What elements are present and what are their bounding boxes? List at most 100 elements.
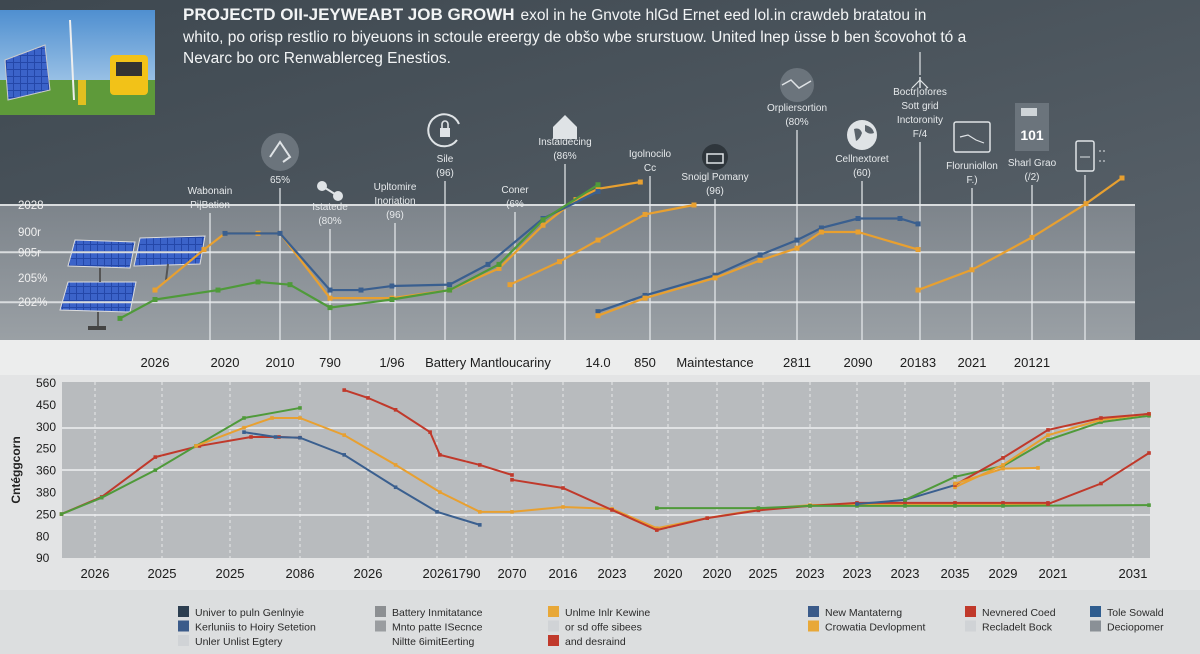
y-tick-label: 360	[36, 464, 56, 478]
data-point	[197, 444, 202, 448]
data-point	[610, 508, 614, 512]
data-point	[510, 478, 514, 482]
callout: 65%	[261, 133, 299, 340]
data-point	[201, 247, 207, 253]
x-tick-label: 2023	[796, 566, 825, 581]
data-point	[287, 282, 293, 288]
y-tick-label: 450	[36, 398, 56, 412]
legend-swatch	[548, 606, 559, 617]
data-point	[438, 453, 442, 457]
smartphone-icon	[1075, 140, 1105, 172]
data-point	[153, 468, 158, 472]
data-point	[273, 435, 278, 439]
x-tick-label: 2026	[81, 566, 110, 581]
x-tick-label: 2021	[958, 355, 987, 370]
network-icon	[261, 133, 299, 171]
legend-swatch	[1090, 606, 1101, 617]
legend-swatch	[375, 620, 386, 632]
callout-label: (/2)	[1025, 172, 1040, 183]
data-point	[242, 430, 246, 434]
y-tick-label: 905r	[18, 247, 41, 259]
x-tick-label: 2070	[498, 566, 527, 581]
legend-item: Recladelt Bock	[965, 620, 1053, 634]
series-line	[61, 406, 301, 515]
data-point	[561, 486, 565, 490]
data-point	[242, 416, 246, 420]
data-point	[712, 272, 718, 278]
data-point	[969, 267, 975, 273]
data-point	[496, 265, 502, 271]
data-point	[1001, 463, 1005, 467]
data-point	[1001, 466, 1005, 471]
top-chart-plot-area	[0, 205, 1135, 340]
callout-label: (96)	[386, 210, 404, 221]
monitor-chart-icon	[953, 121, 991, 153]
x-tick-label: 2020	[211, 355, 240, 370]
data-point	[637, 179, 643, 185]
legend-label: Univer to puln Genlnyie	[195, 607, 304, 619]
data-point	[642, 211, 648, 217]
callout-label: Floruniollon	[946, 161, 998, 172]
callout-label: Pi|Bation	[190, 200, 230, 211]
series-line	[511, 478, 1048, 532]
legend-swatch	[965, 606, 976, 617]
legend-label: Nevnered Coed	[982, 607, 1056, 619]
legend-swatch	[548, 635, 559, 646]
legend-item: Battery Inmitatance	[375, 606, 483, 619]
x-tick-label: Maintestance	[676, 355, 753, 370]
callout-label: Igolnocilo	[629, 149, 672, 160]
legend-swatch	[178, 606, 189, 617]
data-point	[393, 463, 398, 467]
legend-background	[0, 590, 1200, 654]
x-tick-label: 850	[634, 355, 656, 370]
x-tick-label: 2025	[749, 566, 778, 581]
callout-label: Orpliersortion	[767, 103, 827, 114]
legend-swatch	[178, 620, 189, 632]
data-point	[249, 435, 253, 439]
series-line	[597, 230, 919, 317]
data-point	[595, 186, 601, 192]
data-point	[808, 504, 812, 508]
data-point	[915, 221, 921, 227]
callout-label: Cc	[644, 163, 656, 174]
legend-swatch	[965, 620, 976, 632]
x-tick-label: 2023	[598, 566, 627, 581]
y-tick-label: 202%	[18, 297, 47, 309]
data-point	[342, 388, 346, 392]
x-tick-label: 2086	[286, 566, 315, 581]
x-tick-label: 2025	[216, 566, 245, 581]
legend-label: New Mantaterng	[825, 607, 902, 619]
counter-101-icon: 101	[1015, 103, 1049, 151]
callout: Coner (6%	[501, 185, 529, 340]
data-point	[496, 261, 502, 267]
data-point	[712, 275, 718, 281]
wind-turbine-icon	[911, 52, 929, 89]
callout-label: Inctoronity	[897, 115, 943, 126]
data-point	[655, 506, 659, 510]
data-point	[915, 287, 921, 293]
legend-item: Crowatia Devlopment	[808, 620, 925, 634]
y-tick-label: 205%	[18, 273, 47, 285]
x-tick-label: 2023	[891, 566, 920, 581]
x-tick-label: 2031	[1119, 566, 1148, 581]
y-tick-label: 380	[36, 486, 56, 500]
data-point	[1001, 501, 1005, 505]
data-point	[818, 229, 824, 235]
data-point	[557, 259, 562, 265]
callout-label: Wabonain	[188, 186, 233, 197]
x-tick-label: 1/96	[379, 355, 404, 370]
data-point	[327, 295, 333, 301]
data-point	[794, 237, 800, 243]
data-point	[298, 435, 302, 440]
legend-item: Tole Sowald	[1090, 606, 1164, 619]
callout: Instaldecing (86%	[538, 115, 592, 340]
data-point	[1147, 503, 1151, 507]
data-point	[953, 504, 957, 508]
y-tick-label: 900r	[18, 227, 41, 239]
legend-label: Tole Sowald	[1107, 607, 1164, 619]
x-tick-label: 2090	[844, 355, 873, 370]
data-point	[194, 444, 198, 448]
legend-item: Nevnered Coed	[965, 606, 1056, 619]
data-point	[561, 505, 565, 509]
y-tick-label: 80	[36, 529, 50, 543]
